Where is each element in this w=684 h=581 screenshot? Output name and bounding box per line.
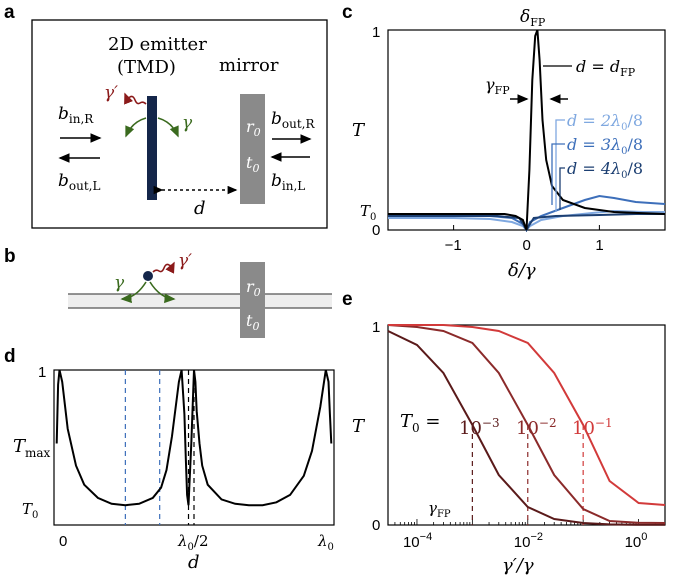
curve-label-2: d = 3λ0/8	[567, 135, 643, 157]
delta-fp-label: δFP	[520, 7, 546, 29]
waveguide	[68, 294, 332, 308]
panel-e-series-2	[388, 324, 666, 506]
gamma-prime-label-b: γ′	[178, 251, 192, 271]
point-emitter	[143, 271, 153, 281]
panel-e-xtick-2: 100	[625, 531, 648, 551]
panel-c-label: c	[342, 2, 353, 23]
panel-e-ytick-0: 0	[372, 517, 380, 534]
panel-d-xtick-lambda: λ0	[317, 532, 334, 553]
gamma-fp-label: γFP	[485, 75, 510, 97]
panel-d-xtick-half: λ0/2	[177, 532, 209, 553]
panel-d-ytick-1: 1	[38, 364, 46, 381]
mirror-r0-b: r0	[246, 277, 261, 299]
curve-label-0: d = dFP	[576, 57, 636, 79]
panel-c-xtick-2: 1	[595, 237, 603, 254]
panel-a-label: a	[4, 2, 15, 23]
panel-c-xticks: −1 0 1	[445, 225, 604, 254]
panel-e-axes	[387, 324, 666, 526]
b-out-l-label: bout,L	[58, 171, 100, 193]
panel-c-xtick-0: −1	[445, 237, 462, 254]
panel-d-label: d	[4, 346, 16, 367]
panel-c-xlabel: δ/γ	[508, 260, 536, 281]
panel-c-curves	[388, 29, 666, 233]
panel-e-label: e	[342, 289, 353, 310]
panel-d: d 1 T0 Tmax 0 λ0/2 λ0 d	[4, 346, 335, 573]
panel-e-xtick-0: 10−4	[403, 531, 432, 551]
mirror-r0: r0	[246, 117, 261, 139]
curve-leader-3	[559, 167, 565, 210]
tmax-curve	[55, 369, 333, 507]
panel-e-series-0	[387, 330, 665, 526]
panel-e-gamma-fp: γFP	[428, 499, 451, 520]
gamma-label-b: γ	[114, 273, 125, 293]
gamma-right-arrow-b	[149, 281, 176, 304]
panel-e-xtick-1: 10−2	[514, 531, 543, 551]
panel-e-ylabel: T	[352, 416, 366, 437]
curve-leader-2	[551, 143, 565, 205]
emitter-slab	[147, 96, 157, 200]
panel-e-series-label-0: 10−3	[459, 416, 500, 439]
mirror-slab	[240, 94, 265, 204]
b-in-r-label: bin,R	[58, 104, 94, 126]
panel-d-xtick-0: 0	[59, 533, 67, 550]
gamma-left-arrow	[125, 117, 147, 138]
panel-e-xticks: 10−4 10−2 100	[403, 531, 647, 551]
panel-e-xlabel: γ′/γ	[502, 555, 534, 576]
panel-c-t0: T0	[360, 202, 376, 223]
panel-e-curves	[387, 324, 666, 526]
panel-e-series-label-2: 10−1	[572, 416, 613, 439]
b-in-l-label: bin,L	[271, 171, 305, 193]
panel-b-label: b	[4, 246, 16, 267]
distance-label: d	[194, 198, 206, 219]
panel-c-ytick-0: 0	[372, 222, 380, 239]
panel-d-ytick-t0: T0	[22, 500, 38, 521]
gamma-left-arrow-b	[120, 281, 147, 304]
gamma-label: γ	[182, 113, 193, 133]
b-out-r-label: bout,R	[271, 109, 315, 131]
panel-c: c 1 0 T0 T −1 0 1 δ/γ δFP γFP d = dFP d = …	[342, 2, 666, 281]
curve-label-1: d = 2λ0/8	[567, 111, 643, 133]
panel-d-ylabel: Tmax	[13, 436, 51, 460]
panel-c-ylabel: T	[352, 120, 366, 141]
gamma-prime-arrow	[124, 92, 147, 105]
mirror-t0: t0	[246, 153, 259, 175]
mirror-slab-b	[240, 262, 265, 338]
panel-e-series-1	[387, 324, 666, 524]
curve-leader-1	[555, 119, 565, 212]
panel-e-dashed-lines	[471, 425, 584, 525]
panel-e-series-label-1: 10−2	[516, 416, 557, 439]
panel-a-frame	[31, 19, 328, 229]
panel-c-series-3	[388, 213, 665, 233]
panel-e-ytick-1: 1	[372, 319, 380, 336]
curve-label-3: d = 4λ0/8	[567, 159, 643, 181]
panel-d-xlabel: d	[188, 552, 200, 573]
gamma-right-arrow	[157, 117, 179, 138]
panel-a: a 2D emitter (TMD) mirror r0 t0 γ′ γ bin…	[4, 2, 328, 229]
gamma-prime-label: γ′	[104, 83, 118, 103]
panel-b: b r0 t0 γ′ γ	[4, 246, 332, 338]
panel-c-series-0	[388, 29, 666, 231]
panel-c-xtick-1: 0	[523, 237, 531, 254]
emitter-label: 2D emitter	[108, 34, 207, 55]
mirror-label: mirror	[219, 55, 279, 76]
t0-equals: T0 =	[400, 411, 440, 435]
panel-e-series-labels: 10−3 10−2 10−1	[459, 416, 613, 439]
panel-c-ytick-1: 1	[372, 24, 380, 41]
mirror-t0-b: t0	[246, 311, 259, 333]
panel-e: e 1 0 T T0 = 10−3 10−2 10−1 γFP 10−4 10−2 10…	[342, 289, 666, 576]
gamma-prime-arrow-b	[152, 261, 175, 274]
emitter-sub-label: (TMD)	[117, 57, 176, 78]
